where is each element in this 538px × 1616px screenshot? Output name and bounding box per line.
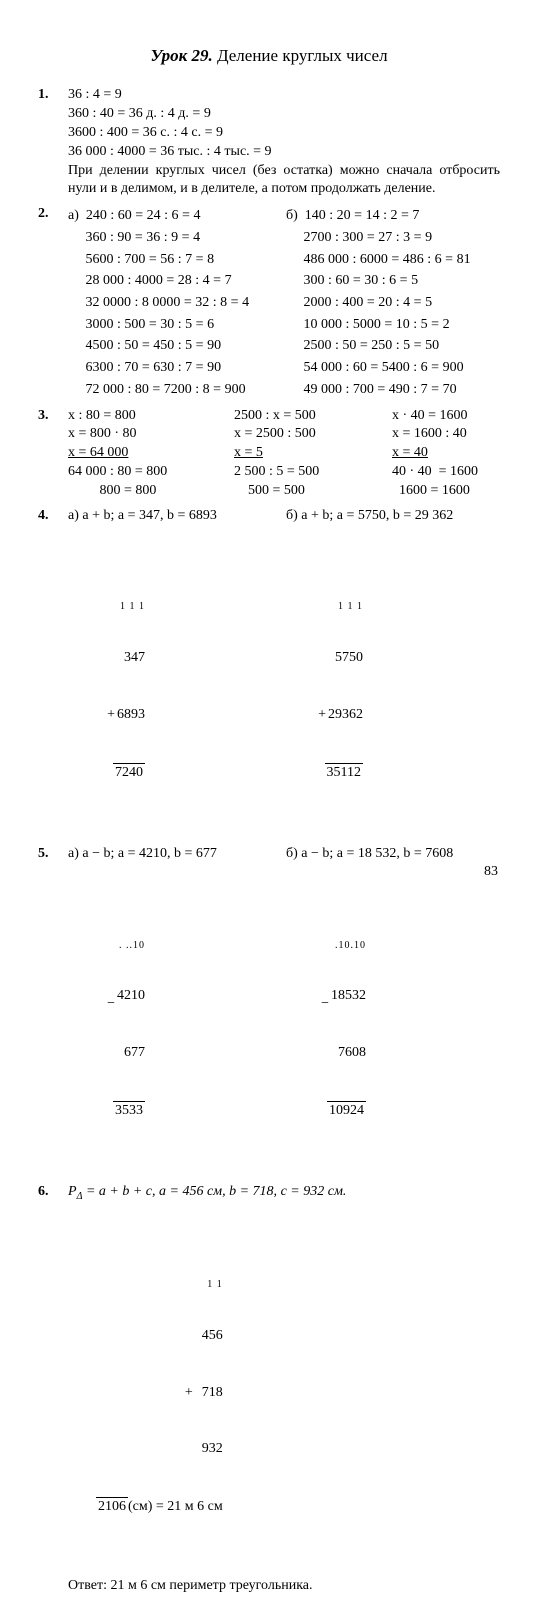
text-line: x = 40 (392, 444, 478, 463)
text-line: PΔ = a + b + c, a = 456 см, b = 718, c =… (68, 1183, 500, 1203)
result: 3533 (113, 1101, 145, 1121)
text-line: 2500 : 50 = 250 : 5 = 50 (286, 335, 439, 357)
operand: 4210 (117, 988, 145, 1003)
text-line: x = 800 · 80 (68, 425, 234, 444)
text-line: а) 240 : 60 = 24 : 6 = 4 (68, 205, 286, 227)
problem-number: 4. (38, 507, 49, 526)
text-line: а) a − b; a = 4210, b = 677 (68, 845, 286, 864)
text-line: 3600 : 400 = 36 с. : 4 с. = 9 (68, 124, 500, 143)
text-line: 10 000 : 5000 = 10 : 5 = 2 (286, 314, 450, 336)
problem-number: 3. (38, 407, 49, 426)
text-line: 72 000 : 80 = 7200 : 8 = 900 (68, 379, 286, 401)
text-line: 360 : 90 = 36 : 9 = 4 (68, 227, 286, 249)
text-line: 4500 : 50 = 450 : 5 = 90 (68, 335, 286, 357)
problem-number: 6. (38, 1183, 49, 1202)
text-line: 36 : 4 = 9 (68, 86, 500, 105)
text-line: 6300 : 70 = 630 : 7 = 90 (68, 357, 286, 379)
text-line: 300 : 60 = 30 : 6 = 5 (286, 270, 418, 292)
problem-1: 1. 36 : 4 = 9 360 : 40 = 36 д. : 4 д. = … (38, 86, 500, 199)
text-line: 32 0000 : 8 0000 = 32 : 8 = 4 (68, 292, 286, 314)
result-unit: (см) = 21 м 6 см (128, 1499, 223, 1514)
borrow-dots: .10.10 (321, 942, 366, 950)
text-line: б) a − b; a = 18 532, b = 7608 (286, 845, 453, 864)
text-line: x : 80 = 800 (68, 407, 234, 426)
calc-column: x : 80 = 800x = 800 · 80x = 64 00064 000… (68, 407, 234, 501)
text-line: 54 000 : 60 = 5400 : 6 = 900 (286, 357, 464, 379)
operand: 5750 (321, 649, 363, 668)
lesson-topic: Деление круглых чисел (217, 46, 388, 65)
operand: 29362 (328, 707, 363, 722)
calc-column: x · 40 = 1600x = 1600 : 40x = 4040 · 40 … (392, 407, 478, 501)
text-line: x = 5 (234, 444, 392, 463)
text-line: 2700 : 300 = 27 : 3 = 9 (286, 227, 432, 249)
text-line: 486 000 : 6000 = 486 : 6 = 81 (286, 249, 471, 271)
operand: 456 (96, 1327, 223, 1346)
text-paragraph: При делении круглых чисел (без остатка) … (68, 162, 500, 200)
text-line: 500 = 500 (234, 482, 392, 501)
text-line: 49 000 : 700 = 490 : 7 = 70 (286, 379, 457, 401)
calculation: 1 1 1 5750 +29362 35112 (286, 528, 363, 839)
problem-4: 4. а) a + b; a = 347, b = 6893 б) a + b;… (38, 507, 500, 839)
operand: 6893 (117, 707, 145, 722)
text-line: 28 000 : 4000 = 28 : 4 = 7 (68, 270, 286, 292)
problem-number: 1. (38, 86, 49, 105)
text-line: 3000 : 500 = 30 : 5 = 6 (68, 314, 286, 336)
page: Урок 29. Деление круглых чисел 1. 36 : 4… (0, 0, 538, 1616)
page-number: 83 (484, 864, 498, 880)
operand: 718 (195, 1385, 223, 1400)
problem-5: 5. а) a − b; a = 4210, b = 677 б) a − b;… (38, 845, 500, 1177)
text-line: 5600 : 700 = 56 : 7 = 8 (68, 249, 286, 271)
problem-3: 3. x : 80 = 800x = 800 · 80x = 64 00064 … (38, 407, 500, 501)
calculation: 1 1 456 + 718 932 2106(см) = 21 м 6 см (68, 1206, 500, 1574)
operand: 932 (96, 1440, 223, 1459)
borrow-dots: . ..10 (103, 942, 145, 950)
calculation: .10.10 −18532 7608 10924 (286, 866, 366, 1177)
text-line: 1600 = 1600 (392, 482, 478, 501)
text-line: x = 64 000 (68, 444, 234, 463)
text-line: 64 000 : 80 = 800 (68, 463, 234, 482)
text-line: 40 · 40 = 1600 (392, 463, 478, 482)
text-line: 800 = 800 (68, 482, 234, 501)
operand: 18532 (331, 988, 366, 1003)
text-line: 2000 : 400 = 20 : 4 = 5 (286, 292, 432, 314)
text-line: x = 1600 : 40 (392, 425, 478, 444)
lesson-number: Урок 29. (150, 46, 212, 65)
carry-dots: 1 1 (96, 1281, 223, 1289)
text-line: 2500 : x = 500 (234, 407, 392, 426)
text-line: 360 : 40 = 36 д. : 4 д. = 9 (68, 105, 500, 124)
problem-2: 2. а) 240 : 60 = 24 : 6 = 4б) 140 : 20 =… (38, 205, 500, 400)
text-line: б) 140 : 20 = 14 : 2 = 7 (286, 205, 419, 227)
text-line: x · 40 = 1600 (392, 407, 478, 426)
text-line: x = 2500 : 500 (234, 425, 392, 444)
text-line: 2 500 : 5 = 500 (234, 463, 392, 482)
calculation: . ..10 −4210 677 3533 (68, 866, 286, 1177)
result: 10924 (327, 1101, 366, 1121)
operand: 347 (103, 649, 145, 668)
text-line: а) a + b; a = 347, b = 6893 (68, 507, 286, 526)
problem-6: 6. PΔ = a + b + c, a = 456 см, b = 718, … (38, 1183, 500, 1596)
carry-dots: 1 1 1 (103, 603, 145, 611)
calc-column: 2500 : x = 500x = 2500 : 500x = 52 500 :… (234, 407, 392, 501)
operand: 7608 (321, 1044, 366, 1063)
problem-number: 5. (38, 845, 49, 864)
calculation: 1 1 1 347 +6893 7240 (68, 528, 286, 839)
problem-number: 2. (38, 205, 49, 224)
answer-line: Ответ: 21 м 6 см периметр треугольника. (68, 1577, 500, 1596)
result: 7240 (113, 763, 145, 783)
result: 35112 (325, 763, 363, 783)
text-line: 36 000 : 4000 = 36 тыс. : 4 тыс. = 9 (68, 143, 500, 162)
operand: 677 (103, 1044, 145, 1063)
text-line: б) a + b; a = 5750, b = 29 362 (286, 507, 453, 526)
result: 2106 (96, 1497, 128, 1517)
lesson-title: Урок 29. Деление круглых чисел (38, 46, 500, 66)
carry-dots: 1 1 1 (321, 603, 363, 611)
